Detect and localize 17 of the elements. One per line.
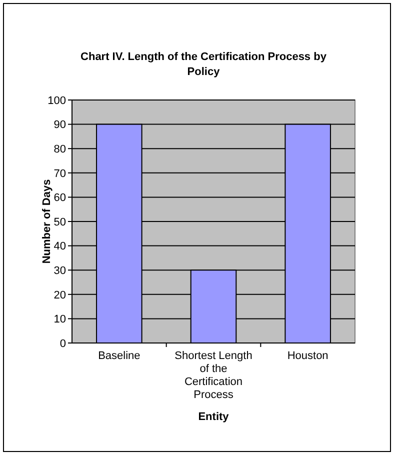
y-tick-label: 10: [54, 314, 66, 326]
x-axis-title: Entity: [198, 411, 230, 423]
y-tick-label: 60: [54, 192, 66, 204]
y-tick-label: 0: [60, 338, 66, 350]
y-tick-label: 30: [54, 264, 66, 277]
y-tick-label: 50: [54, 216, 66, 228]
x-tick-label: Shortest Length of the Certification Process: [174, 350, 252, 401]
y-tick-label: 20: [54, 289, 66, 302]
y-tick-label: 40: [54, 240, 66, 253]
y-tick-label: 90: [54, 119, 66, 132]
chart-title: Chart IV. Length of the Certification Process by Policy: [80, 51, 328, 78]
x-tick-label: Baseline: [98, 350, 140, 362]
y-tick-label: 70: [54, 168, 66, 180]
x-tick-label: Houston: [287, 350, 328, 362]
y-tick-label: 100: [48, 94, 66, 107]
y-axis-title: Number of Days: [41, 179, 53, 264]
y-tick-label: 80: [54, 143, 66, 156]
